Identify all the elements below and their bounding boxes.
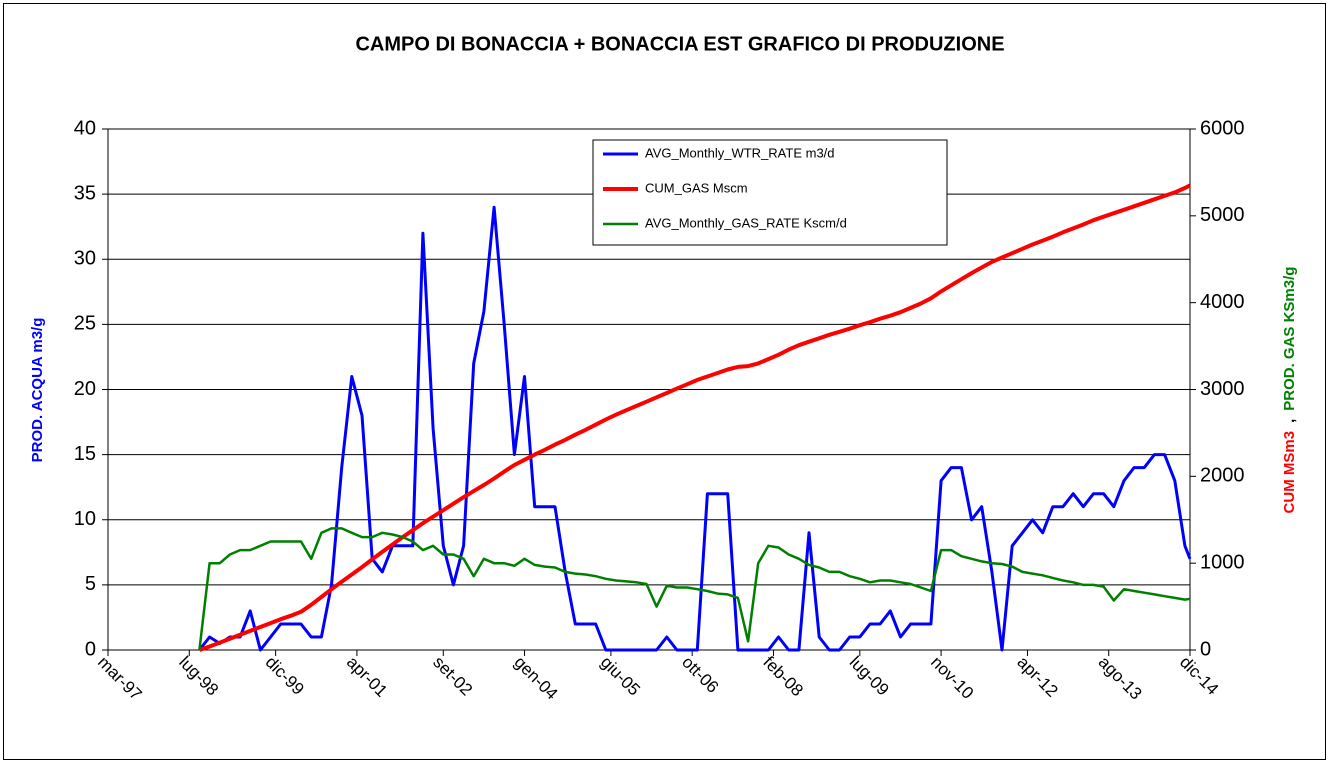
y2-tick-label: 5000 [1200,204,1245,226]
y-tick-label: 30 [74,248,96,270]
legend-label: CUM_GAS Mscm [645,180,748,195]
y2-tick-label: 6000 [1200,117,1245,139]
series-line [198,183,1191,652]
y-tick-label: 20 [74,378,96,400]
y-tick-label: 10 [74,508,96,530]
legend-label: AVG_Monthly_GAS_RATE Kscm/d [645,215,847,230]
series-line [198,527,1191,651]
y-tick-label: 15 [74,443,96,465]
y-axis-label: PROD. ACQUA m3/g [29,318,46,463]
y-tick-label: 40 [74,117,96,139]
y2-axis-label: CUM MSm3, PROD. GAS KSm3/g [1281,267,1298,514]
y-tick-label: 35 [74,182,96,204]
y2-tick-label: 4000 [1200,291,1245,313]
series-line [198,205,1192,652]
y2-axis-label-part: CUM MSm3 [1281,431,1298,514]
legend-label: AVG_Monthly_WTR_RATE m3/d [645,145,835,160]
y2-axis-label-part: , [1281,419,1298,423]
y2-tick-label: 3000 [1200,378,1245,400]
y2-tick-label: 2000 [1200,465,1245,487]
y2-tick-label: 0 [1200,638,1211,660]
y-tick-label: 25 [74,313,96,335]
y2-axis-label-part: PROD. GAS KSm3/g [1281,267,1298,411]
y-tick-label: 0 [85,638,96,660]
y-tick-label: 5 [85,573,96,595]
y2-tick-label: 1000 [1200,551,1245,573]
chart-title: CAMPO DI BONACCIA + BONACCIA EST GRAFICO… [355,33,1004,55]
legend-box [592,139,948,246]
